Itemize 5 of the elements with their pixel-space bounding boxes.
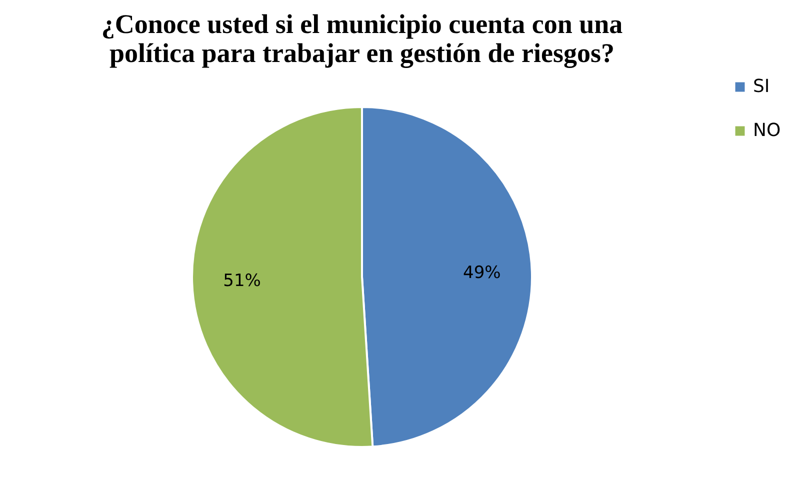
legend-label: SI: [753, 76, 770, 97]
data-label: 51%: [223, 270, 261, 291]
chart-title: ¿Conoce usted si el municipio cuenta con una política para trabajar en gestión de riesgos?: [101, 9, 624, 68]
data-label: 49%: [463, 263, 501, 284]
legend-label: NO: [753, 120, 781, 141]
